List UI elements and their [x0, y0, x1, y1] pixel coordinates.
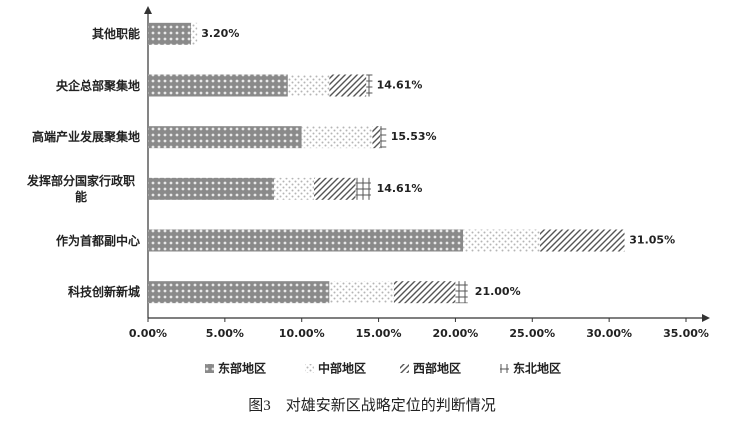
total-label: 15.53%: [391, 130, 437, 143]
bar-segment: [148, 177, 275, 200]
x-tick-label: 20.00%: [433, 327, 479, 340]
legend-label: 东北地区: [513, 361, 561, 376]
legend-label: 中部地区: [318, 361, 366, 376]
legend-label: 西部地区: [413, 361, 461, 376]
category-text: 高端产业发展聚集地: [31, 130, 140, 145]
bar-segment: [355, 177, 371, 200]
x-tick-label: 30.00%: [586, 327, 632, 340]
bar-segment: [380, 126, 387, 149]
legend-swatch: [400, 364, 409, 373]
bar-segment: [539, 229, 625, 252]
category-text: 发挥部分国家行政职能: [26, 173, 135, 204]
bar-segment: [148, 22, 192, 45]
x-tick-label: 5.00%: [206, 327, 244, 340]
category-text: 其他职能: [91, 26, 140, 41]
category-label: 其他职能: [10, 26, 140, 42]
bar-segment: [366, 74, 373, 97]
category-text: 作为首都副中心: [55, 233, 140, 248]
category-text: 央企总部聚集地: [55, 78, 140, 93]
total-label: 14.61%: [377, 182, 423, 195]
bar-segment: [393, 281, 456, 304]
total-label: 21.00%: [475, 285, 521, 298]
x-tick-label: 10.00%: [279, 327, 325, 340]
x-arrow: [702, 314, 710, 322]
y-arrow: [144, 6, 152, 14]
bar-segment: [301, 126, 373, 149]
legend-label: 东部地区: [218, 361, 266, 376]
bar-segment: [314, 177, 356, 200]
total-label: 14.61%: [377, 79, 423, 92]
category-label: 央企总部聚集地: [10, 78, 140, 94]
bar-segment: [372, 126, 381, 149]
category-text: 科技创新新城: [67, 285, 140, 300]
bar-segment: [191, 22, 198, 45]
category-label: 发挥部分国家行政职能: [10, 173, 140, 205]
legend-swatch: [500, 364, 509, 373]
bar-segment: [287, 74, 330, 97]
legend-swatch: [305, 364, 314, 373]
legend-swatch: [205, 364, 214, 373]
bar-segment: [148, 229, 464, 252]
x-tick-label: 25.00%: [509, 327, 555, 340]
bar-segment: [148, 74, 288, 97]
bar-segment: [274, 177, 315, 200]
bar-segment: [329, 281, 394, 304]
category-label: 科技创新新城: [10, 284, 140, 300]
bar-segment: [148, 126, 302, 149]
x-tick-label: 15.00%: [356, 327, 402, 340]
x-tick-label: 35.00%: [663, 327, 709, 340]
total-label: 3.20%: [201, 27, 239, 40]
x-tick-label: 0.00%: [129, 327, 167, 340]
bar-segment: [455, 281, 468, 304]
bar-segment: [148, 281, 330, 304]
total-label: 31.05%: [629, 234, 675, 247]
category-label: 作为首都副中心: [10, 233, 140, 249]
category-label: 高端产业发展聚集地: [10, 129, 140, 145]
bar-segment: [463, 229, 540, 252]
caption: 图3 对雄安新区战略定位的判断情况: [248, 398, 496, 414]
bar-segment: [329, 74, 367, 97]
